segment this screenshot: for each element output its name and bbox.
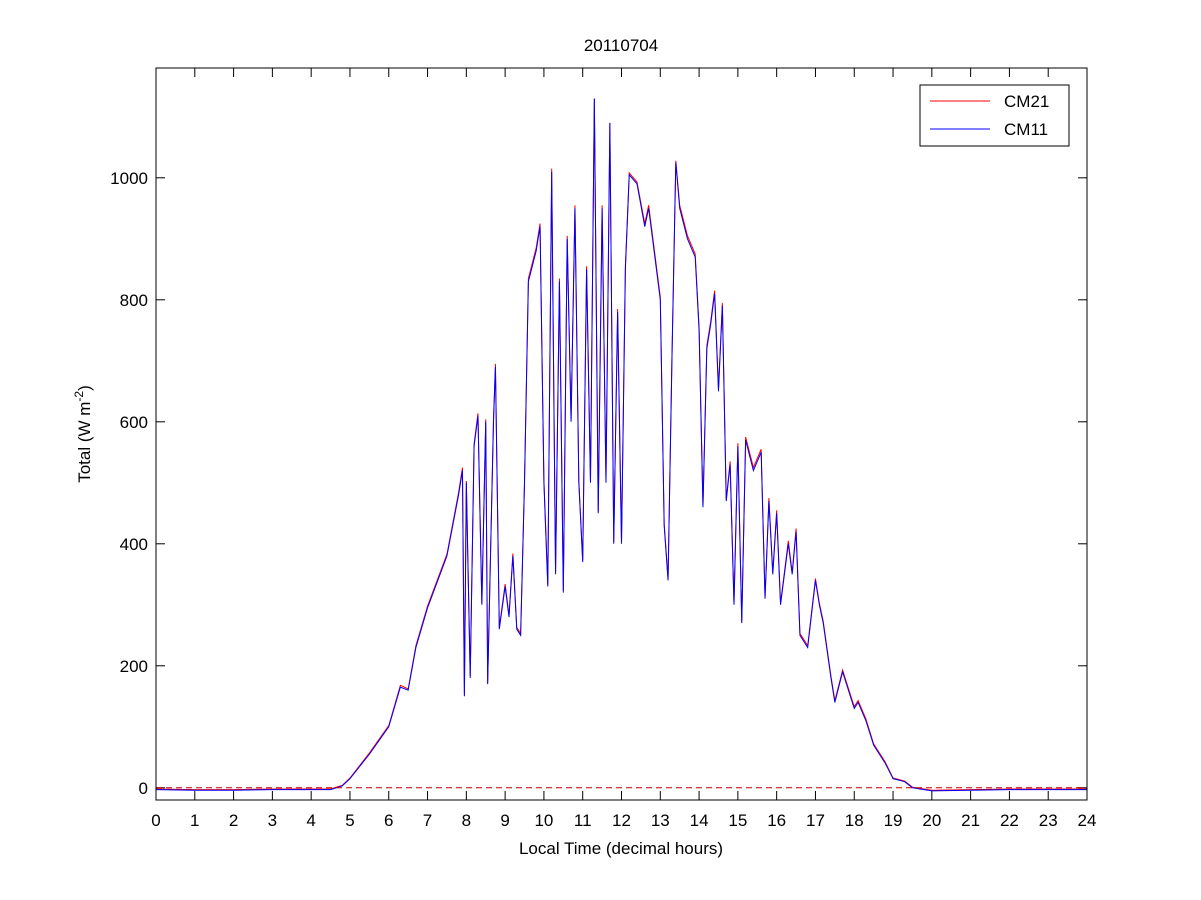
y-tick-label: 800 <box>120 291 148 310</box>
x-tick-label: 6 <box>384 811 393 830</box>
legend-box <box>919 84 1070 147</box>
plot <box>156 98 1087 792</box>
legend-label: CM11 <box>1004 120 1048 139</box>
x-tick-label: 24 <box>1078 811 1097 830</box>
x-tick-label: 11 <box>574 811 592 830</box>
chart-title: 20110704 <box>584 36 658 55</box>
x-tick-label: 9 <box>500 811 509 830</box>
y-label-main: Total (W m <box>75 402 94 483</box>
x-tick-label: 20 <box>922 811 941 830</box>
x-tick-label: 13 <box>651 811 670 830</box>
plot-frame <box>155 67 1088 801</box>
x-tick-label: 15 <box>728 811 747 830</box>
x-tick-label: 22 <box>1000 811 1019 830</box>
x-tick-label: 21 <box>961 811 980 830</box>
x-tick-label: 10 <box>534 811 553 830</box>
y-tick-label: 1000 <box>110 169 148 188</box>
y-label-end: ) <box>75 385 94 391</box>
y-tick-label: 200 <box>120 657 148 676</box>
x-tick-label: 19 <box>884 811 903 830</box>
x-tick-label: 18 <box>845 811 864 830</box>
x-tick-label: 0 <box>151 811 160 830</box>
x-tick-label: 4 <box>306 811 315 830</box>
y-axis-label: Total (W m-2) <box>72 385 94 483</box>
x-tick-label: 3 <box>268 811 277 830</box>
x-axis-label: Local Time (decimal hours) <box>519 839 723 858</box>
y-tick-label: 600 <box>120 413 148 432</box>
x-tick-label: 2 <box>229 811 238 830</box>
x-tick-label: 17 <box>806 811 825 830</box>
y-tick-label: 0 <box>139 779 148 798</box>
x-tick-label: 14 <box>690 811 709 830</box>
y-label-sup: -2 <box>72 391 86 402</box>
x-tick-label: 5 <box>345 811 354 830</box>
y-tick-label: 400 <box>120 535 148 554</box>
x-tick-label: 8 <box>462 811 471 830</box>
series-line <box>156 98 1087 792</box>
x-tick-label: 7 <box>423 811 432 830</box>
x-tick-label: 12 <box>612 811 631 830</box>
x-tick-label: 16 <box>767 811 786 830</box>
x-tick-label: 23 <box>1039 811 1058 830</box>
legend-label: CM21 <box>1004 92 1049 111</box>
x-tick-label: 1 <box>190 811 199 830</box>
